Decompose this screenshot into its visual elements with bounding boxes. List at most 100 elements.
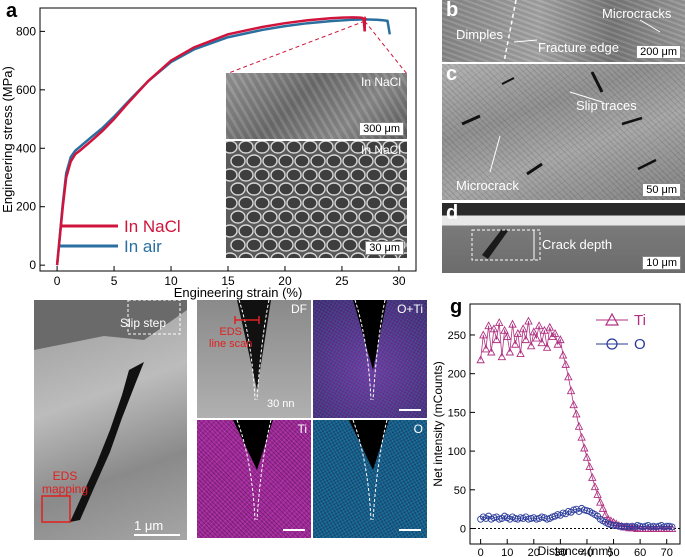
chart-g-point-ti [534,321,544,330]
scalebar-d: 10 μm [642,256,681,270]
dimple-cell [230,182,246,196]
chart-g-point-o [668,523,676,531]
chart-g-ytick-label: 100 [448,446,466,458]
chart-g-ytick-label: 200 [448,369,466,381]
dimple-cell [238,252,254,258]
chart-g-point-o [511,515,519,522]
dimple-cell [294,182,310,196]
dimple-cell [294,154,310,168]
chart-g-xtick-label: 60 [634,547,646,557]
chart-g-point-ti [481,344,491,353]
dimple-cell [302,224,318,238]
dimple-cell [270,224,286,238]
chart-g-legend-marker [604,312,620,326]
chart-g-point-ti [502,332,512,340]
chart-g-point-ti [513,328,523,337]
chart-g-point-ti [558,350,568,359]
dimple-cell [398,224,407,238]
dimple-cell [270,196,286,210]
chart-a-series-line [55,15,367,266]
dimple-cell [334,168,350,182]
chart-g-ylabel: Net intensity (mCounts) [431,361,445,486]
chart-g-ytick-label: 250 [448,330,466,342]
chart-a-series-line [55,18,392,266]
inset-bottom-scalebar: 30 μm [365,241,404,255]
chart-g-point-o [618,522,625,530]
dimple-cell [254,196,270,210]
dimple-cell [366,168,382,182]
chart-a-xtick-label: 20 [278,274,292,288]
label-ti: Ti [297,422,307,436]
dimple-cell [230,210,246,224]
dimple-cell [374,210,390,224]
dimple-cell [326,182,342,196]
dimple-cell [318,168,334,182]
dimple-cell [286,141,302,154]
dimple-cell [390,154,406,168]
chart-a-zoom-line [364,20,408,75]
chart-g-point-ti [500,325,509,334]
chart-g-point-ti [494,318,504,327]
eds-map-o: O [313,420,427,538]
dimple-cell [366,196,382,210]
eds-map-o-ti: O+Ti [313,300,427,418]
chart-g-ytick-label: 150 [448,407,466,419]
chart-g-point-ti [516,349,525,357]
label-slip-traces: Slip traces [576,98,637,113]
chart-g-xtick-label: 0 [478,547,484,557]
dimple-cell [334,196,350,210]
chart-g-point-ti [476,355,485,364]
dimple-cell [398,252,407,258]
chart-g-point-ti [521,335,531,344]
chart-g-point-ti [526,341,536,350]
chart-g-point-ti [564,372,573,381]
chart-g-point-ti [484,321,493,330]
chart-g-point-ti [479,330,488,339]
dimple-cell [302,168,318,182]
dimple-cell [226,196,238,210]
chart-g-xtick-label: 30 [554,547,566,557]
chart-g-point-ti [574,421,584,430]
df-image: DF EDS line scan 30 nn [197,300,311,418]
chart-g-point-ti [667,524,677,532]
chart-g-xtick-label: 40 [581,547,593,557]
panel-label-g: g [450,296,463,318]
label-eds-line-scan-2: line scan [209,338,253,350]
dimple-cell [342,182,358,196]
dimple-cell [318,224,334,238]
panel-label-a: a [6,0,18,22]
label-df: DF [291,302,307,316]
dimple-cell [302,141,318,154]
dimple-cell [318,252,334,258]
micrograph-c: c Slip traces Microcrack 50 μm [442,64,685,200]
chart-g-point-ti [556,335,565,344]
dimple-cell [286,224,302,238]
eds-map-ti: Ti [197,420,311,538]
chart-g-point-ti [532,333,541,342]
dimple-cell [246,238,262,252]
dimple-cell [390,182,406,196]
dimple-cell [286,252,302,258]
inset-top-label: In NaCl [360,75,401,89]
chart-a-ylabel: Engineering stress (MPa) [0,66,15,213]
dimple-cell [246,210,262,224]
chart-g-point-o [517,514,524,522]
dimple-cell [382,224,398,238]
dimple-cell [390,210,406,224]
chart-g-point-ti [590,482,600,491]
chart-g-frame [469,303,681,545]
chart-g-point-o [628,522,636,530]
chart-g-point-o [641,522,649,530]
chart-a-xlabel: Engineering strain (%) [174,285,303,300]
dimple-cell [366,224,382,238]
dimple-cell [254,168,270,182]
chart-g-point-ti [545,322,555,331]
scalebar-f: 30 nn [267,398,295,410]
panel-label-b: b [446,0,459,21]
chart-g-point-ti [572,409,581,418]
chart-g-point-o [607,521,615,529]
dimple-cell [382,196,398,210]
scalebar-e-line [134,534,180,536]
chart-g-point-ti [561,359,570,368]
inset-bottom-label: In NaCl [360,143,401,157]
